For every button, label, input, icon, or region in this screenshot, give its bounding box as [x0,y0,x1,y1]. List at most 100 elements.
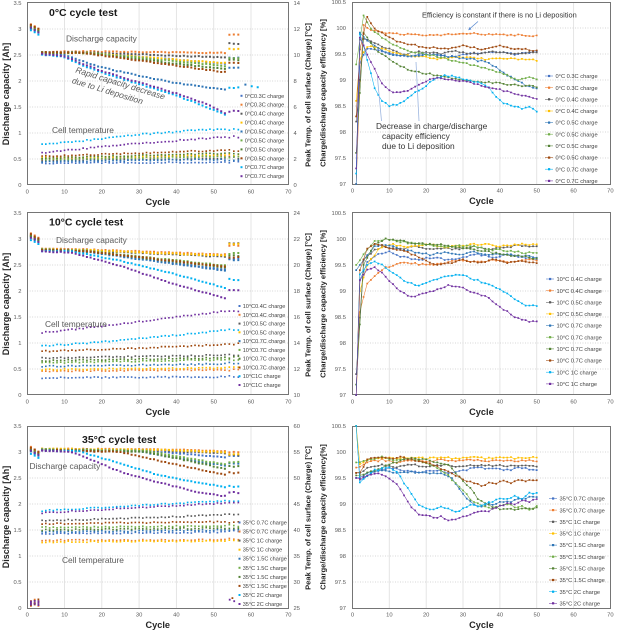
svg-text:0°C 0.4C charge: 0°C 0.4C charge [556,109,598,115]
svg-text:10°C0.5C charge: 10°C0.5C charge [243,322,286,328]
svg-text:0.5: 0.5 [13,580,21,586]
svg-text:0°C0.4C charge: 0°C0.4C charge [245,121,285,127]
svg-text:60: 60 [570,613,576,619]
svg-text:40: 40 [173,613,179,619]
svg-text:22: 22 [294,237,300,243]
svg-text:100: 100 [336,237,346,243]
svg-text:0: 0 [351,400,354,406]
svg-text:Cycle: Cycle [469,620,494,630]
svg-text:3: 3 [18,237,21,243]
svg-text:0°C0.3C charge: 0°C0.3C charge [245,103,285,109]
svg-text:Decrease in charge/discharge: Decrease in charge/discharge [376,121,488,131]
svg-text:50: 50 [210,190,216,196]
svg-text:97.5: 97.5 [335,367,346,373]
svg-text:70: 70 [285,400,291,406]
svg-text:60: 60 [248,400,254,406]
svg-text:40: 40 [497,613,503,619]
svg-text:50: 50 [533,400,539,406]
svg-text:35°C 1C charge: 35°C 1C charge [560,532,601,538]
svg-text:Cycle: Cycle [469,407,494,417]
svg-text:60: 60 [248,190,254,196]
svg-text:70: 70 [607,400,613,406]
svg-text:60: 60 [248,613,254,619]
svg-text:35°C 1.5C charge: 35°C 1.5C charge [243,584,287,590]
svg-text:0: 0 [18,183,21,189]
svg-text:Cell temperature: Cell temperature [52,125,114,135]
svg-text:0°C0.4C charge: 0°C0.4C charge [245,112,285,118]
svg-text:0°C cycle test: 0°C cycle test [49,7,118,19]
svg-text:10°C1C charge: 10°C1C charge [243,383,281,389]
svg-text:30: 30 [136,613,142,619]
svg-text:0: 0 [26,400,29,406]
svg-text:98.5: 98.5 [335,315,346,321]
svg-text:99: 99 [340,78,346,84]
svg-text:10°C1C charge: 10°C1C charge [243,374,281,380]
svg-text:12: 12 [294,27,300,33]
svg-text:3.5: 3.5 [13,1,21,7]
svg-text:25: 25 [294,606,300,612]
svg-text:0°C 0.5C charge: 0°C 0.5C charge [556,132,598,138]
svg-text:2: 2 [294,157,297,163]
svg-text:2.5: 2.5 [13,476,21,482]
svg-text:1: 1 [18,554,21,560]
svg-text:Charge/discharge capacity effi: Charge/discharge capacity efficiency[%] [319,444,328,590]
svg-text:30: 30 [294,580,300,586]
svg-text:0°C0.5C charge: 0°C0.5C charge [245,130,285,136]
svg-text:Peak Temp. of cell surface (Ch: Peak Temp. of cell surface (Charge) [°C] [304,23,313,167]
svg-text:35°C 1.5C charge: 35°C 1.5C charge [243,566,287,572]
svg-text:Peak Temp. of cell surface (Ch: Peak Temp. of cell surface (Charge) [°C] [304,446,313,590]
svg-text:0°C 0.7C charge: 0°C 0.7C charge [556,167,598,173]
svg-text:0°C 0.7C charge: 0°C 0.7C charge [556,179,598,185]
svg-text:20: 20 [423,613,429,619]
svg-text:35°C 1C charge: 35°C 1C charge [560,520,601,526]
svg-text:10: 10 [61,190,67,196]
svg-text:Cell temperature: Cell temperature [45,319,107,329]
svg-text:3.5: 3.5 [13,424,21,430]
svg-text:40: 40 [173,190,179,196]
svg-text:Cycle: Cycle [145,197,170,207]
svg-text:Cycle: Cycle [145,407,170,417]
svg-text:60: 60 [570,400,576,406]
svg-text:14: 14 [294,341,301,347]
svg-text:40: 40 [173,400,179,406]
svg-text:Discharge capacity [Ah]: Discharge capacity [Ah] [1,253,11,356]
svg-text:35°C 0.7C charge: 35°C 0.7C charge [243,521,287,527]
svg-text:30: 30 [460,400,466,406]
svg-text:70: 70 [285,190,291,196]
svg-text:Discharge capacity: Discharge capacity [66,34,138,44]
svg-text:0: 0 [26,613,29,619]
svg-text:10°C 0.4C charge: 10°C 0.4C charge [557,289,602,295]
svg-text:10: 10 [294,393,300,399]
svg-text:100: 100 [336,26,346,32]
svg-text:50: 50 [210,613,216,619]
svg-text:10°C 0.7C charge: 10°C 0.7C charge [557,335,602,341]
svg-text:20: 20 [294,263,300,269]
svg-text:97: 97 [340,393,346,399]
svg-text:70: 70 [607,189,613,195]
svg-text:0°C0.3C charge: 0°C0.3C charge [245,94,285,100]
svg-text:10: 10 [386,400,392,406]
svg-text:50: 50 [533,189,539,195]
svg-text:10°C 0.7C charge: 10°C 0.7C charge [557,347,602,353]
svg-text:97: 97 [340,606,346,612]
svg-text:98.5: 98.5 [335,528,346,534]
svg-text:35°C 1C charge: 35°C 1C charge [243,539,283,545]
svg-text:10°C 0.4C charge: 10°C 0.4C charge [557,277,602,283]
svg-text:0: 0 [18,606,21,612]
svg-text:98.5: 98.5 [335,104,346,110]
svg-text:50: 50 [210,400,216,406]
svg-text:99.5: 99.5 [335,476,346,482]
svg-text:0°C 0.5C charge: 0°C 0.5C charge [556,121,598,127]
svg-text:Efficiency is constant if ther: Efficiency is constant if there is no Li… [422,11,577,20]
svg-text:2.5: 2.5 [13,53,21,59]
svg-text:70: 70 [285,613,291,619]
svg-text:99: 99 [340,502,346,508]
svg-text:35°C 2C charge: 35°C 2C charge [560,590,601,596]
svg-text:14: 14 [294,1,301,7]
svg-text:Cycle: Cycle [145,620,170,630]
svg-text:0.5: 0.5 [13,157,21,163]
svg-text:100: 100 [336,450,346,456]
svg-text:35°C 2C charge: 35°C 2C charge [560,601,601,607]
svg-text:due to Li deposition: due to Li deposition [382,141,455,151]
svg-text:10: 10 [386,189,392,195]
